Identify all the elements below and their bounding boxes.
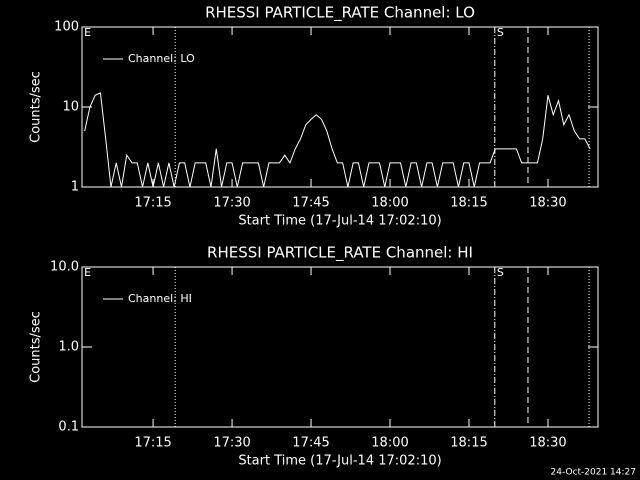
legend-label: Channel: HI	[128, 292, 192, 305]
x-tick-label: 17:45	[292, 196, 329, 211]
y-tick-label: 1.0	[58, 340, 79, 355]
x-tick-label: 18:15	[450, 196, 487, 211]
annotation: E	[84, 266, 91, 279]
annotation: S	[497, 266, 504, 279]
footer: 24-Oct-2021 14:27	[551, 468, 636, 478]
y-tick-label: 0.1	[58, 420, 79, 435]
chart-title: RHESSI PARTICLE_RATE Channel: HI	[207, 244, 473, 263]
x-tick-label: 17:30	[213, 436, 250, 451]
legend-label: Channel: LO	[128, 52, 195, 65]
y-tick-label: 100	[54, 20, 79, 35]
x-axis-label: Start Time (17-Jul-14 17:02:10)	[238, 454, 441, 469]
x-tick-label: 17:30	[213, 196, 250, 211]
y-axis-label: Counts/sec	[29, 71, 44, 143]
annotation: S	[497, 26, 504, 39]
x-axis-label: Start Time (17-Jul-14 17:02:10)	[238, 214, 441, 229]
plot-frame	[81, 266, 599, 428]
x-tick-label: 17:45	[292, 436, 329, 451]
x-tick-label: 18:00	[371, 196, 408, 211]
x-tick-label: 18:15	[450, 436, 487, 451]
y-tick-label: 10.0	[50, 260, 79, 275]
x-tick-label: 17:15	[134, 196, 171, 211]
x-tick-label: 17:15	[134, 436, 171, 451]
y-tick-label: 10	[62, 100, 79, 115]
chart-title: RHESSI PARTICLE_RATE Channel: LO	[205, 4, 475, 23]
annotation: E	[84, 26, 91, 39]
x-tick-label: 18:30	[529, 436, 566, 451]
x-tick-label: 18:00	[371, 436, 408, 451]
x-tick-label: 18:30	[529, 196, 566, 211]
series-line	[84, 92, 591, 188]
y-tick-label: 1	[71, 180, 79, 195]
y-axis-label: Counts/sec	[29, 311, 44, 383]
